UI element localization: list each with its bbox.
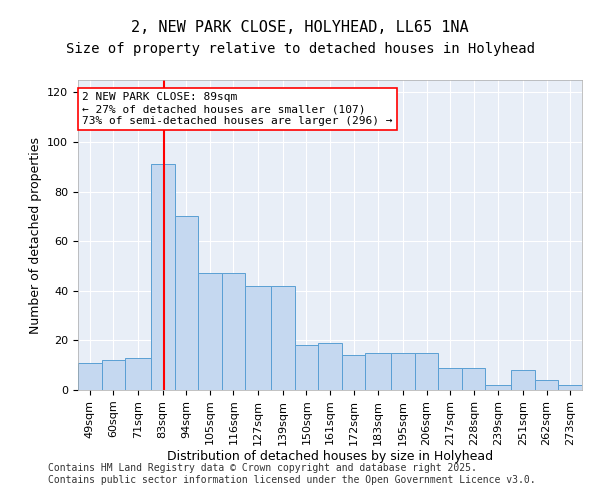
Bar [365, 353, 391, 390]
Bar [78, 362, 101, 390]
Bar [462, 368, 485, 390]
Bar [342, 356, 365, 390]
Bar [175, 216, 198, 390]
Bar [511, 370, 535, 390]
Bar [318, 343, 342, 390]
Text: Size of property relative to detached houses in Holyhead: Size of property relative to detached ho… [65, 42, 535, 56]
Bar [582, 385, 600, 390]
Bar [559, 385, 582, 390]
Bar [485, 385, 511, 390]
Text: 2 NEW PARK CLOSE: 89sqm
← 27% of detached houses are smaller (107)
73% of semi-d: 2 NEW PARK CLOSE: 89sqm ← 27% of detache… [82, 92, 393, 126]
Bar [245, 286, 271, 390]
Y-axis label: Number of detached properties: Number of detached properties [29, 136, 41, 334]
Text: 2, NEW PARK CLOSE, HOLYHEAD, LL65 1NA: 2, NEW PARK CLOSE, HOLYHEAD, LL65 1NA [131, 20, 469, 35]
Bar [221, 274, 245, 390]
Bar [198, 274, 221, 390]
Bar [535, 380, 559, 390]
Bar [295, 346, 318, 390]
Bar [271, 286, 295, 390]
Bar [415, 353, 439, 390]
Bar [125, 358, 151, 390]
X-axis label: Distribution of detached houses by size in Holyhead: Distribution of detached houses by size … [167, 450, 493, 464]
Bar [391, 353, 415, 390]
Bar [101, 360, 125, 390]
Bar [151, 164, 175, 390]
Text: Contains HM Land Registry data © Crown copyright and database right 2025.
Contai: Contains HM Land Registry data © Crown c… [48, 464, 536, 485]
Bar [439, 368, 462, 390]
